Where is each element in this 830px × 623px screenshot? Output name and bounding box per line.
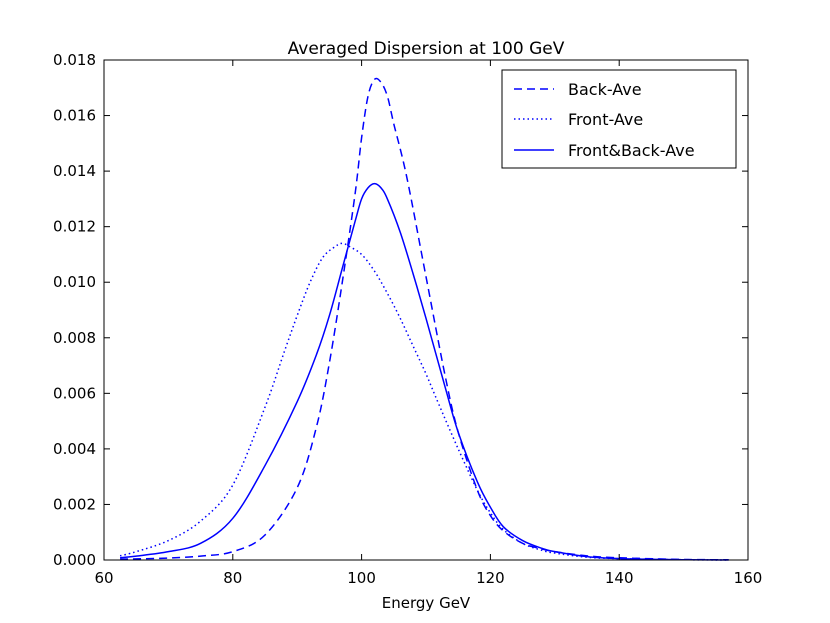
x-tick-label: 140 <box>605 569 634 587</box>
y-tick-label: 0.012 <box>53 218 96 236</box>
x-tick-label: 160 <box>734 569 763 587</box>
y-tick-label: 0.008 <box>53 329 96 347</box>
ticks-layer: 60 80 100 120 140 160 0.000 0.002 0.004 0.006 0.00… <box>53 51 762 587</box>
y-tick-label: 0.006 <box>53 384 96 402</box>
y-tick-label: 0.014 <box>53 162 96 180</box>
legend: Back-Ave Front-Ave Front&Back-Ave <box>501 69 737 169</box>
x-tick-label: 100 <box>347 569 376 587</box>
x-axis-label: Energy GeV <box>382 594 471 612</box>
y-tick-label: 0.000 <box>53 551 96 569</box>
plot-frame <box>103 59 749 561</box>
series-line-front-ave <box>119 242 729 561</box>
series-layer <box>119 77 729 561</box>
y-tick-label: 0.002 <box>53 495 96 513</box>
legend-label-front-back-ave: Front&Back-Ave <box>568 141 695 160</box>
chart-title: Averaged Dispersion at 100 GeV <box>288 39 565 59</box>
y-tick-label: 0.010 <box>53 273 96 291</box>
x-tick-label: 80 <box>223 569 242 587</box>
series-line-front-back-ave <box>120 182 729 561</box>
legend-label-front-ave: Front-Ave <box>568 110 643 129</box>
y-tick-label: 0.018 <box>53 51 96 69</box>
x-tick-label: 120 <box>476 569 505 587</box>
x-tick-label: 60 <box>94 569 113 587</box>
legend-label-back-ave: Back-Ave <box>568 80 642 99</box>
y-tick-label: 0.004 <box>53 440 96 458</box>
y-tick-label: 0.016 <box>53 107 96 125</box>
series-line-back-ave <box>120 77 729 561</box>
